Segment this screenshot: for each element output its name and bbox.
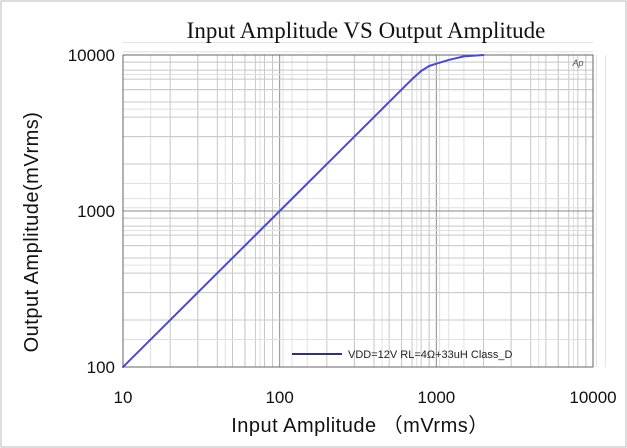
tick-layer: 10 100 1000 10000 100 1000 10000 [68, 46, 617, 407]
legend: VDD=12V RL=4Ω+33uH Class_D [292, 349, 513, 361]
y-tick-label: 100 [87, 358, 115, 377]
x-tick-label: 10000 [569, 388, 616, 407]
y-tick-label: 10000 [68, 46, 115, 65]
grid-layer [122, 42, 606, 368]
x-tick-label: 100 [265, 388, 293, 407]
series-line [122, 54, 485, 368]
x-tick-label: 1000 [417, 388, 455, 407]
series-layer [122, 54, 485, 368]
x-tick-label: 10 [114, 388, 133, 407]
corner-mark: Ap [571, 58, 583, 68]
chart-title: Input Amplitude VS Output Amplitude [187, 18, 546, 43]
x-axis-label: Input Amplitude （mVrms） [231, 414, 489, 437]
y-axis-label: Output Amplitude(mVrms) [21, 112, 43, 353]
plot-border [122, 54, 594, 368]
legend-label: VDD=12V RL=4Ω+33uH Class_D [348, 349, 513, 361]
y-tick-label: 1000 [77, 202, 115, 221]
